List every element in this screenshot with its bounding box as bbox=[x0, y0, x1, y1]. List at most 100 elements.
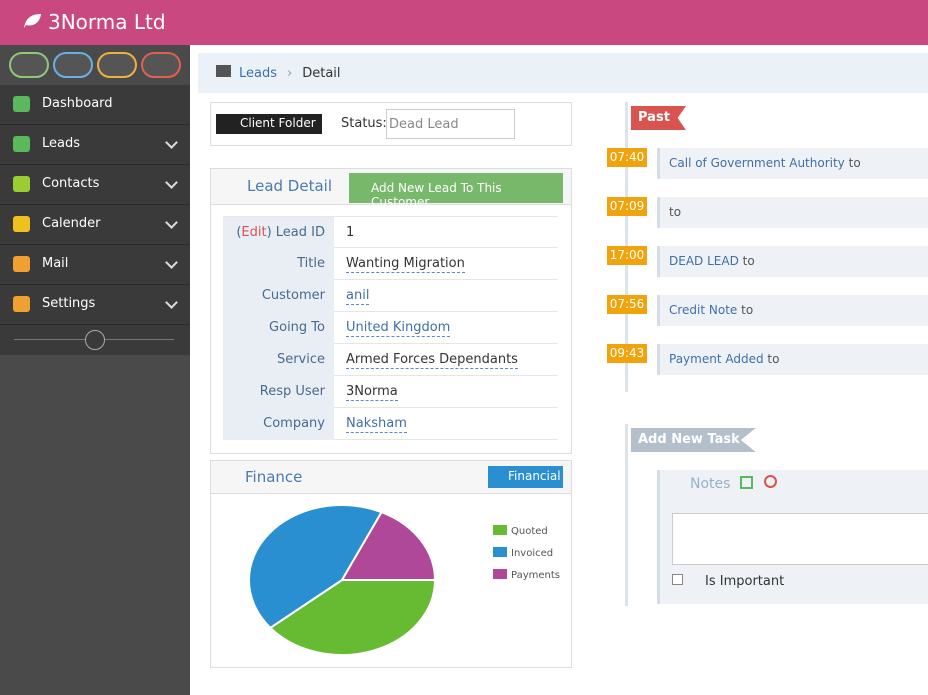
event: DEAD LEAD to bbox=[657, 246, 928, 277]
breadcrumb: Leads › Detail bbox=[198, 53, 928, 93]
row-value[interactable]: anil bbox=[346, 288, 370, 305]
detail-row: Company Naksham bbox=[223, 408, 558, 440]
brand: 3Norma Ltd bbox=[48, 10, 166, 34]
collapse-button[interactable] bbox=[85, 330, 105, 350]
icon-button[interactable] bbox=[9, 52, 49, 78]
panel-header: Finance Financial bbox=[211, 461, 571, 494]
legend-label: Payments bbox=[511, 570, 560, 581]
menu-icon bbox=[13, 216, 30, 232]
task-box: Notes Is Important bbox=[657, 470, 928, 604]
icon-button[interactable] bbox=[97, 52, 137, 78]
task-label: Add New Task bbox=[631, 428, 756, 452]
status-input[interactable]: Dead Lead bbox=[386, 109, 515, 139]
event-link[interactable]: Call of Government Authority bbox=[669, 156, 845, 170]
menu-item[interactable]: Settings bbox=[0, 285, 190, 325]
icon-button[interactable] bbox=[141, 52, 181, 78]
menu-label: Contacts bbox=[42, 176, 100, 191]
menu-icon bbox=[13, 256, 30, 272]
event-suffix: to bbox=[742, 254, 755, 268]
event-suffix: to bbox=[767, 352, 780, 366]
row-label: Resp User bbox=[223, 376, 334, 408]
timeline-label: Past bbox=[631, 106, 686, 130]
menu-icon bbox=[13, 176, 30, 192]
pie-slice bbox=[340, 510, 437, 581]
row-label-text: Title bbox=[297, 256, 325, 271]
menu-label: Dashboard bbox=[42, 96, 113, 111]
row-value[interactable]: Naksham bbox=[346, 416, 407, 433]
panel-header: Lead Detail Add New Lead To This Custome… bbox=[211, 169, 571, 209]
event-suffix: to bbox=[848, 156, 861, 170]
row-value[interactable]: Armed Forces Dependants bbox=[346, 352, 518, 369]
menu-label: Settings bbox=[42, 296, 96, 311]
menu-icon bbox=[13, 136, 30, 152]
event-time: 07:56 bbox=[607, 295, 647, 314]
header: 3Norma Ltd bbox=[0, 0, 928, 45]
legend-swatch bbox=[493, 547, 507, 557]
detail-row: Title Wanting Migration bbox=[223, 248, 558, 280]
pie-chart: Quoted Invoiced Payments bbox=[248, 504, 560, 656]
notes-input[interactable] bbox=[672, 513, 928, 565]
icon-button[interactable] bbox=[53, 52, 93, 78]
event: Payment Added to bbox=[657, 344, 928, 375]
edit-link[interactable]: Edit bbox=[241, 225, 267, 240]
status-label: Status: bbox=[341, 116, 387, 131]
row-label-text: ) Lead ID bbox=[266, 225, 325, 240]
row-label: Going To bbox=[223, 312, 334, 344]
legend-label: Invoiced bbox=[511, 548, 553, 559]
row-label-text: Resp User bbox=[259, 384, 325, 399]
event-link[interactable]: Payment Added bbox=[669, 352, 764, 366]
row-label-text: Service bbox=[276, 352, 325, 367]
detail-row: Resp User 3Norma bbox=[223, 376, 558, 408]
menu-item[interactable]: Calender bbox=[0, 205, 190, 245]
row-label: Company bbox=[223, 408, 334, 440]
row-label: Customer bbox=[223, 280, 334, 312]
panel-title: Finance bbox=[245, 468, 303, 486]
financial-button[interactable]: Financial bbox=[488, 466, 563, 488]
event-link[interactable]: Credit Note bbox=[669, 303, 738, 317]
row-value[interactable]: 1 bbox=[346, 225, 355, 240]
event: to bbox=[657, 197, 928, 228]
chevron bbox=[165, 296, 178, 309]
panel-title: Lead Detail bbox=[247, 177, 332, 195]
row-label: (Edit) Lead ID bbox=[223, 217, 334, 249]
collapse-bar bbox=[0, 325, 190, 355]
event: Call of Government Authority to bbox=[657, 148, 928, 179]
client-folder-button[interactable]: Client Folder bbox=[216, 114, 322, 134]
row-value[interactable]: 3Norma bbox=[346, 384, 398, 401]
refresh-icon[interactable] bbox=[764, 475, 777, 488]
event-time: 07:09 bbox=[607, 197, 647, 216]
row-value[interactable]: United Kingdom bbox=[346, 320, 451, 337]
save-icon[interactable] bbox=[740, 476, 753, 489]
breadcrumb-current: Detail bbox=[302, 66, 341, 81]
breadcrumb-link[interactable]: Leads bbox=[239, 66, 278, 81]
add-lead-button[interactable]: Add New Lead To This Customer bbox=[349, 173, 563, 209]
menu-icon bbox=[13, 96, 30, 112]
chevron bbox=[165, 176, 178, 189]
row-label-text: Customer bbox=[261, 288, 325, 303]
menu-item[interactable]: Mail bbox=[0, 245, 190, 285]
event: Credit Note to bbox=[657, 295, 928, 326]
logo bbox=[24, 14, 41, 28]
event-time: 17:00 bbox=[607, 246, 647, 265]
important-checkbox[interactable] bbox=[672, 574, 683, 585]
menu-label: Leads bbox=[42, 136, 81, 151]
menu-label: Calender bbox=[42, 216, 101, 231]
row-value[interactable]: Wanting Migration bbox=[346, 256, 465, 273]
notes-tab[interactable]: Notes bbox=[690, 476, 731, 492]
event-time: 09:43 bbox=[607, 344, 647, 363]
menu-item[interactable]: Contacts bbox=[0, 165, 190, 205]
timeline-line bbox=[625, 424, 628, 606]
event-suffix: to bbox=[669, 205, 682, 219]
menu-icon bbox=[13, 296, 30, 312]
menu-item[interactable]: Leads bbox=[0, 125, 190, 165]
legend-swatch bbox=[493, 525, 507, 535]
event-link[interactable]: DEAD LEAD bbox=[669, 254, 739, 268]
client-folder-bar: Client Folder Status: Dead Lead bbox=[210, 102, 572, 146]
menu-item[interactable]: Dashboard bbox=[0, 85, 190, 125]
chevron bbox=[165, 216, 178, 229]
detail-row: Going To United Kingdom bbox=[223, 312, 558, 344]
pie-slice bbox=[268, 579, 437, 656]
home-icon bbox=[216, 65, 231, 77]
event-time: 07:40 bbox=[607, 148, 647, 167]
